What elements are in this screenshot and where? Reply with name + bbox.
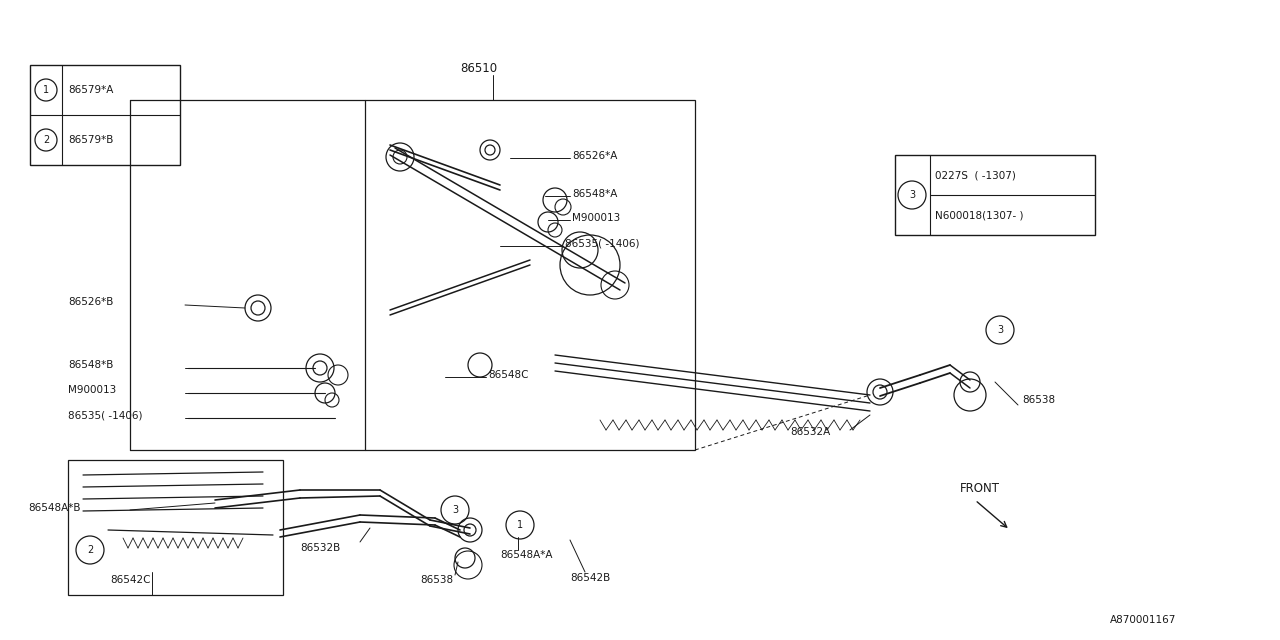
Text: 86548*B: 86548*B: [68, 360, 114, 370]
Text: 86548*A: 86548*A: [572, 189, 617, 199]
Bar: [29, 65, 180, 165]
Text: FRONT: FRONT: [960, 481, 1000, 495]
Text: N600018(1307- ): N600018(1307- ): [934, 210, 1024, 220]
Text: 86538: 86538: [1021, 395, 1055, 405]
Text: 1: 1: [517, 520, 524, 530]
Text: M900013: M900013: [572, 213, 621, 223]
Text: 0227S  ( -1307): 0227S ( -1307): [934, 170, 1016, 180]
Text: 86579*B: 86579*B: [68, 135, 114, 145]
Bar: [68, 460, 283, 595]
Text: A870001167: A870001167: [1110, 615, 1176, 625]
Text: 86542B: 86542B: [570, 573, 611, 583]
Text: 86579*A: 86579*A: [68, 85, 114, 95]
Bar: [365, 100, 695, 450]
Text: 86542C: 86542C: [110, 575, 151, 585]
Text: 3: 3: [452, 505, 458, 515]
Text: 86535( -1406): 86535( -1406): [68, 410, 142, 420]
Text: 3: 3: [997, 325, 1004, 335]
Text: 86526*B: 86526*B: [68, 297, 114, 307]
Text: 2: 2: [42, 135, 49, 145]
Text: M900013: M900013: [68, 385, 116, 395]
Text: 86548C: 86548C: [488, 370, 529, 380]
Bar: [895, 155, 1094, 235]
Text: 86538: 86538: [420, 575, 453, 585]
Text: 86532B: 86532B: [300, 543, 340, 553]
Text: 3: 3: [909, 190, 915, 200]
Text: 86532A: 86532A: [790, 427, 831, 437]
Text: 86526*A: 86526*A: [572, 151, 617, 161]
Text: 86548A*A: 86548A*A: [500, 550, 553, 560]
Text: 2: 2: [87, 545, 93, 555]
Text: 86510: 86510: [460, 61, 497, 74]
Text: 86548A*B: 86548A*B: [28, 503, 81, 513]
Text: 1: 1: [44, 85, 49, 95]
Text: 86535( -1406): 86535( -1406): [564, 239, 640, 249]
